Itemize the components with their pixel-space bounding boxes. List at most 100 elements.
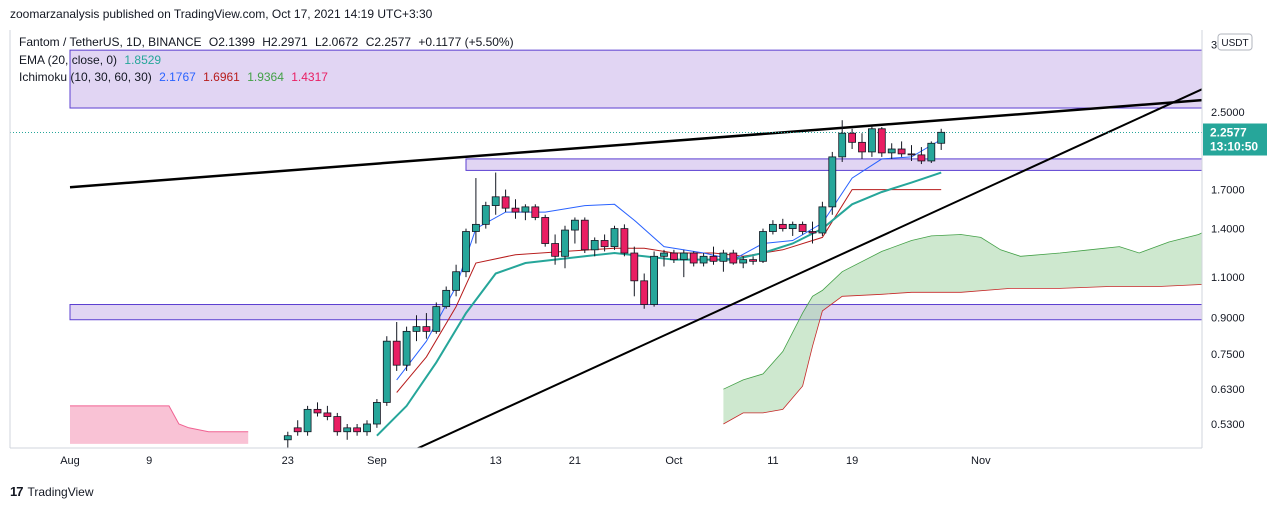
x-tick-label: 13 (490, 455, 502, 467)
candle-body (363, 423, 371, 433)
y-tick-label: 0.7500 (1211, 349, 1245, 361)
last-price-badge (1203, 123, 1267, 156)
tradingview-footer[interactable]: 17 TradingView (10, 484, 94, 499)
legend-open: O2.1399 (208, 35, 255, 49)
ichimoku-cloud-bullish (723, 232, 1202, 424)
candle (709, 246, 718, 265)
candle (343, 424, 352, 440)
legend-symbol[interactable]: Fantom / TetherUS, 1D, BINANCE (19, 35, 202, 49)
candle (858, 133, 866, 159)
candle-body (719, 252, 728, 262)
candle (739, 256, 748, 269)
candle (462, 228, 470, 278)
tradingview-brand: TradingView (27, 484, 94, 499)
candle-body (323, 412, 332, 417)
candle (778, 218, 787, 232)
legend-ema-row[interactable]: EMA (20, close, 0) 1.8529 (19, 53, 165, 67)
candle (432, 302, 441, 334)
candle-body (511, 207, 520, 213)
y-tick-label: 0.6300 (1211, 384, 1245, 396)
zone-band-2 (69, 304, 1202, 321)
candle-body (571, 219, 579, 231)
candle (471, 178, 480, 244)
candle (313, 402, 322, 417)
candle-body (481, 205, 490, 225)
candle (679, 249, 688, 278)
currency-label: USDT (1221, 38, 1248, 49)
ichimoku-cloud-bearish (70, 405, 249, 444)
candle (452, 264, 461, 297)
zone-band-0 (69, 49, 1202, 109)
legend-ema-value: 1.8529 (124, 53, 162, 67)
candle-body (640, 280, 649, 305)
y-tick-label: 1.1000 (1211, 272, 1245, 284)
candle (650, 251, 658, 307)
candle-body (462, 231, 470, 273)
trendline-0 (69, 98, 1202, 189)
trendline-1 (416, 88, 1202, 448)
candle (392, 322, 401, 371)
tradingview-logo-icon: 17 (10, 484, 24, 499)
candle-body (877, 128, 886, 154)
candle (422, 313, 431, 339)
legend-ichimoku-kijun: 1.6961 (203, 70, 240, 84)
y-tick-label: 1.7000 (1211, 185, 1245, 197)
candle (907, 145, 916, 161)
candle-body (353, 427, 362, 433)
candle-body (313, 408, 322, 414)
candle (759, 228, 767, 264)
candle-body (521, 206, 530, 213)
candle (412, 315, 421, 342)
candle (382, 336, 391, 406)
candle (580, 217, 589, 254)
candle-body (937, 131, 946, 144)
candle-body (679, 252, 688, 261)
candle (868, 126, 876, 157)
kijun-sen-line (396, 189, 942, 393)
candle-body (660, 252, 668, 257)
candle (838, 120, 847, 162)
legend-ichimoku-span-b: 1.4317 (291, 70, 328, 84)
candle-body (432, 306, 441, 332)
plot-area (10, 49, 1202, 448)
legend-ichimoku-row[interactable]: Ichimoku (10, 30, 60, 30) 2.1767 1.6961 … (19, 70, 332, 84)
candle (283, 431, 292, 448)
x-tick-label: Aug (60, 455, 80, 467)
candle (689, 251, 698, 267)
y-tick-label: 2.5000 (1211, 107, 1245, 119)
candle (333, 412, 342, 436)
candle (561, 225, 569, 269)
x-tick-label: Oct (665, 455, 682, 467)
candle (590, 237, 599, 257)
x-tick-label: 11 (767, 455, 778, 467)
candle-body (670, 252, 678, 261)
candle-body (392, 340, 401, 366)
ema-line (376, 171, 942, 437)
x-tick-label: Sep (367, 455, 387, 467)
candle-countdown-label: 13:10:50 (1210, 140, 1258, 154)
candle-body (471, 223, 480, 232)
legend-low: L2.0672 (314, 35, 359, 49)
candle (788, 221, 797, 236)
ichimoku-span-a-line (723, 232, 1202, 390)
candle-body (283, 435, 292, 441)
candle-body (808, 231, 817, 234)
candle-body (610, 228, 619, 248)
candle-body (798, 223, 807, 232)
candle-body (739, 259, 748, 264)
ichimoku-span-b-bearish-edge (70, 405, 249, 433)
legend-high: H2.2971 (262, 35, 308, 49)
candle (402, 326, 411, 371)
last-price-label: 2.2577 (1210, 126, 1247, 140)
candle (353, 424, 362, 436)
currency-badge[interactable] (1217, 33, 1253, 51)
candle (541, 214, 550, 247)
candle-body (887, 148, 896, 154)
candle-body (561, 229, 569, 257)
candle-body (729, 252, 738, 264)
price-chart[interactable]: 4.50003.50002.50001.70001.40001.10000.90… (0, 30, 1280, 480)
candle (917, 147, 926, 165)
candle-body (422, 326, 431, 332)
candle (323, 405, 332, 421)
candle (630, 246, 639, 297)
